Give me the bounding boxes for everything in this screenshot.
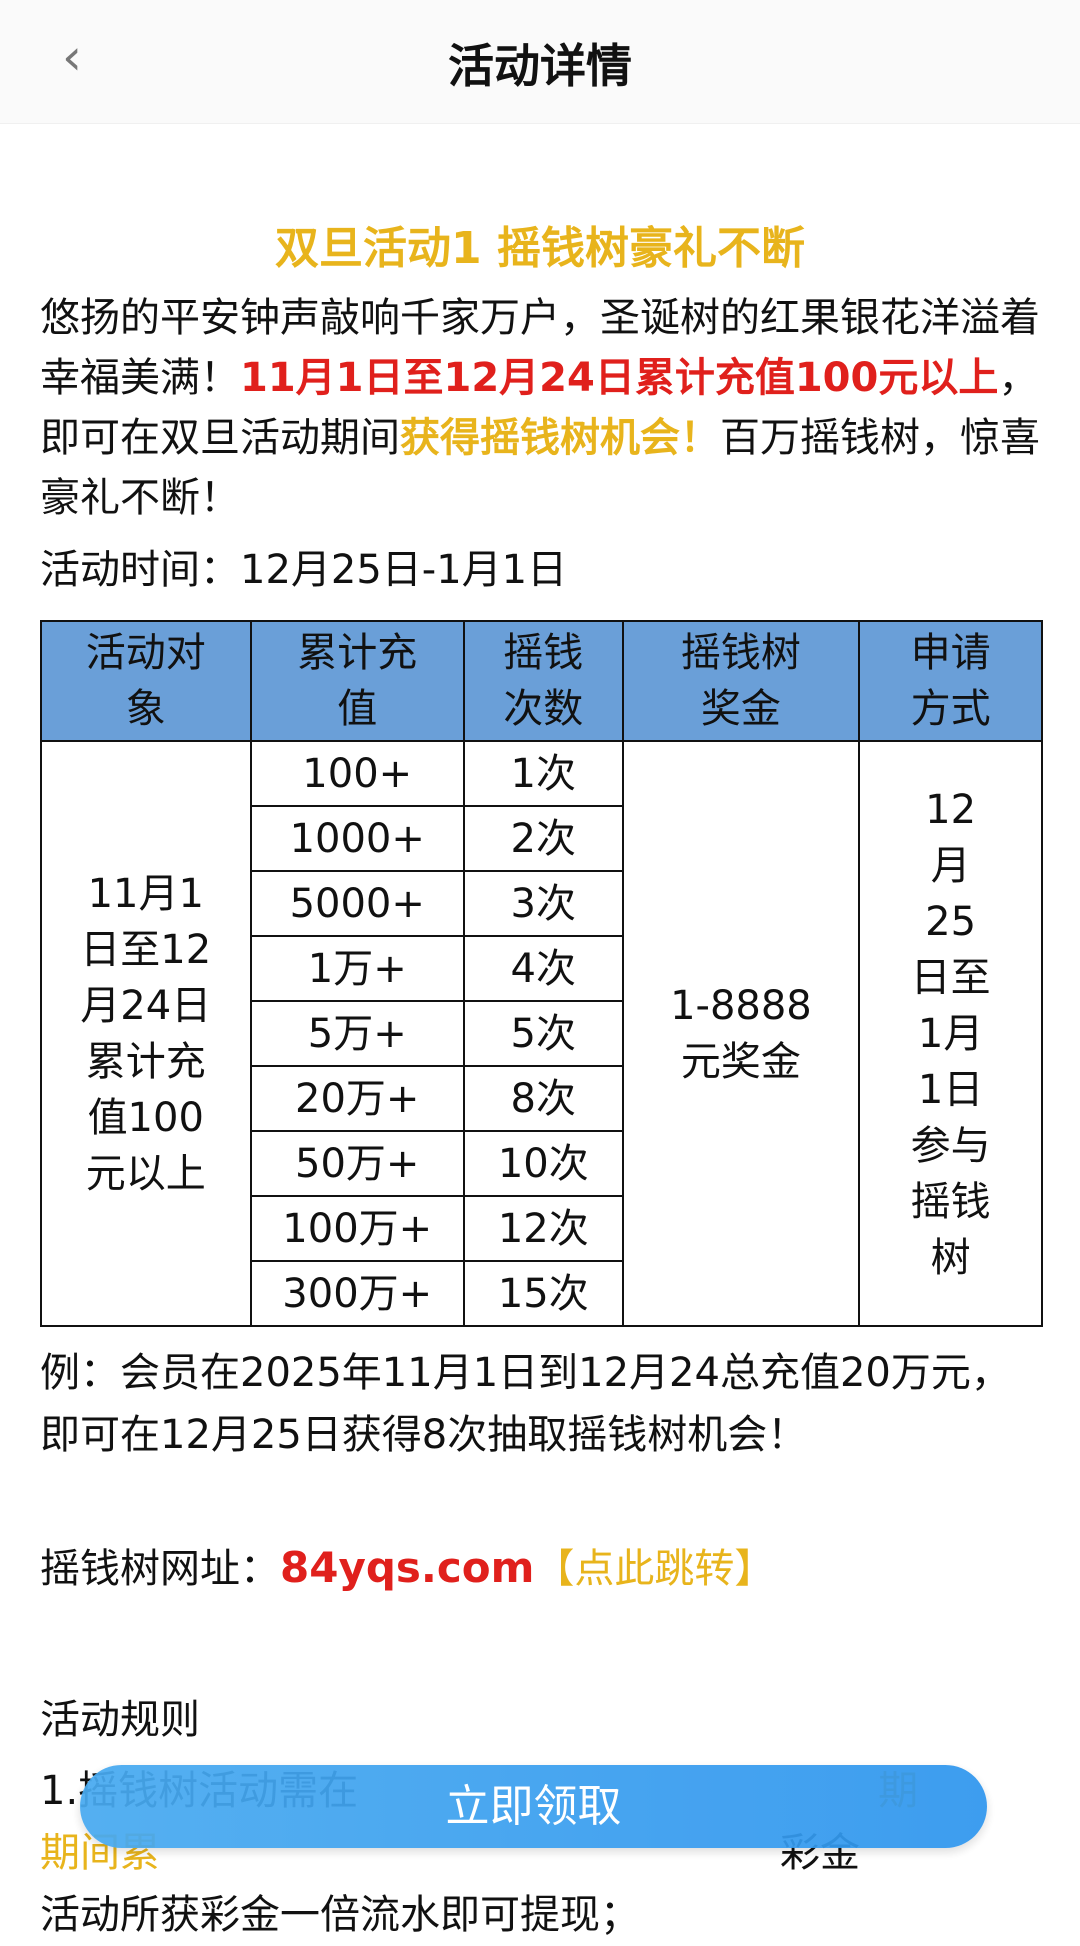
url-line: 摇钱树网址：84yqs.com【点此跳转】	[40, 1543, 775, 1592]
table-row: 11月1日至12月24日累计充值100元以上 100+ 1次 1-8888元奖金 12月…	[40, 740, 1043, 1327]
url-link[interactable]: 84yqs.com	[280, 1543, 535, 1592]
col-header: 申请方式	[858, 620, 1043, 742]
table-row: 1万+ 4次	[41, 935, 1042, 1002]
chevron-left-icon[interactable]: ‹	[62, 28, 82, 86]
recharge-cell: 50万+	[249, 1130, 465, 1197]
intro-paragraph: 悠扬的平安钟声敲响千家万户，圣诞树的红果银花洋溢着幸福美满！11月1日至12月2…	[40, 295, 1040, 521]
spins-cell: 15次	[462, 1260, 624, 1327]
recharge-cell: 1万+	[249, 935, 465, 1002]
table-header-row: 活动对象 累计充值 摇钱次数 摇钱树奖金 申请方式	[40, 620, 1043, 742]
claim-button[interactable]: 立即领取	[80, 1765, 987, 1848]
target-cell: 11月1日至12月24日累计充值100元以上	[40, 740, 252, 1327]
method-cell: 12月25日至1月1日参与摇钱树	[858, 740, 1043, 1327]
spins-cell: 4次	[462, 935, 624, 1002]
spins-cell: 3次	[462, 870, 624, 937]
spins-cell: 12次	[462, 1195, 624, 1262]
table-row: 5000+ 3次	[41, 870, 1042, 937]
spins-cell: 10次	[462, 1130, 624, 1197]
recharge-cell: 5万+	[249, 1000, 465, 1067]
bonus-cell: 1-8888元奖金	[621, 740, 861, 1327]
recharge-cell: 100万+	[249, 1195, 465, 1262]
table-row: 20万+ 8次	[41, 1065, 1042, 1132]
example-text: 例：会员在2025年11月1日到12月24总充值20万元，即可在12月25日获得…	[40, 1350, 1011, 1458]
rules-title: 活动规则	[40, 1697, 200, 1743]
activity-time: 活动时间：12月25日-1月1日	[40, 547, 568, 593]
recharge-cell: 100+	[249, 740, 465, 807]
col-header: 摇钱次数	[462, 620, 624, 742]
table-row: 5万+ 5次	[41, 1000, 1042, 1067]
article-title: 双旦活动1 摇钱树豪礼不断	[275, 223, 805, 274]
recharge-cell: 5000+	[249, 870, 465, 937]
table-row: 100万+ 12次	[41, 1195, 1042, 1262]
jump-link[interactable]: 【点此跳转】	[534, 1546, 775, 1592]
spins-cell: 8次	[462, 1065, 624, 1132]
table-row: 1000+ 2次	[41, 805, 1042, 872]
page-title: 活动详情	[448, 39, 632, 93]
spins-cell: 5次	[462, 1000, 624, 1067]
table-row: 50万+ 10次	[41, 1130, 1042, 1197]
col-header: 活动对象	[40, 620, 252, 742]
col-header: 累计充值	[249, 620, 465, 742]
table-row: 300万+ 15次	[41, 1260, 1042, 1327]
spins-cell: 1次	[462, 740, 624, 807]
recharge-cell: 20万+	[249, 1065, 465, 1132]
recharge-cell: 1000+	[249, 805, 465, 872]
reward-table: 活动对象 累计充值 摇钱次数 摇钱树奖金 申请方式 11月1日至12月24日累计…	[40, 620, 1043, 1327]
col-header: 摇钱树奖金	[621, 620, 861, 742]
recharge-cell: 300万+	[249, 1260, 465, 1327]
spins-cell: 2次	[462, 805, 624, 872]
nav-bar: ‹ 活动详情	[0, 0, 1080, 124]
